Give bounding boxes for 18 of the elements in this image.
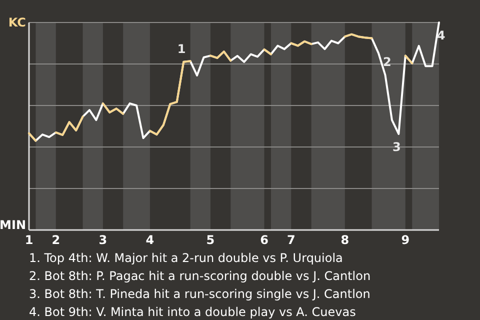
text: 1. Top 4th: W. Major hit a 2-run double vs P. Urquiola xyxy=(29,251,343,265)
x-tick-label: 6 xyxy=(260,233,268,247)
annotation: 2 xyxy=(383,55,392,70)
x-tick-label: 9 xyxy=(401,233,410,247)
text: 2. Bot 8th: P. Pagac hit a run-scoring double vs J. Cantlon xyxy=(29,269,371,283)
x-tick-label: 8 xyxy=(340,233,350,247)
text: 3. Bot 8th: T. Pineda hit a run-scoring single vs J. Cantlon xyxy=(29,287,370,301)
x-tick-label: 1 xyxy=(24,233,34,247)
x-tick-label: 4 xyxy=(146,233,154,247)
annotation: 3 xyxy=(392,140,401,154)
x-tick-label: 3 xyxy=(98,233,108,247)
x-tick-label: 5 xyxy=(206,233,215,247)
text: 4. Bot 9th: V. Minta hit into a double play vs A. Cuevas xyxy=(29,305,356,319)
annotation: 1 xyxy=(177,42,186,56)
text: KC xyxy=(8,16,26,30)
x-tick-label: 7 xyxy=(286,233,296,247)
x-tick-label: 2 xyxy=(52,233,60,247)
text: MIN xyxy=(0,218,26,232)
